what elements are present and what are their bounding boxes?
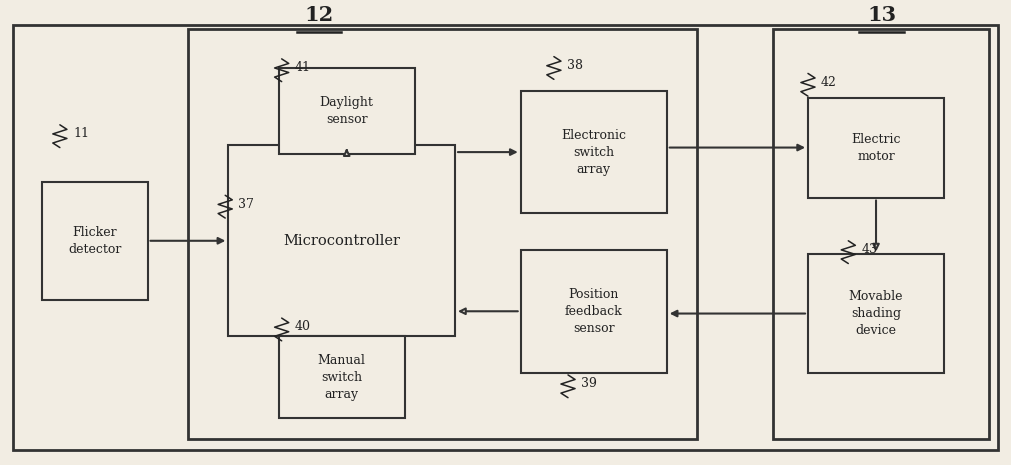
Text: Electric
motor: Electric motor [851,133,901,163]
Bar [772,29,990,438]
Text: 42: 42 [821,76,837,89]
Text: 38: 38 [567,59,583,72]
Text: 43: 43 [861,243,878,256]
Text: Position
feedback
sensor: Position feedback sensor [565,288,623,335]
Bar [808,98,944,198]
Bar [228,145,455,336]
Text: 40: 40 [295,320,310,333]
Text: Microcontroller: Microcontroller [283,234,400,248]
Text: 11: 11 [73,127,89,140]
Text: 39: 39 [581,377,596,390]
Text: Daylight
sensor: Daylight sensor [319,96,374,126]
Bar [279,68,415,154]
Text: 13: 13 [867,5,896,25]
Text: Flicker
detector: Flicker detector [68,226,121,256]
Text: 12: 12 [304,5,334,25]
Bar [808,254,944,372]
Bar [188,29,697,438]
Text: 37: 37 [239,198,254,211]
Bar [521,250,667,372]
Text: Manual
switch
array: Manual switch array [317,354,366,401]
Text: 41: 41 [295,61,310,74]
Text: Electronic
switch
array: Electronic switch array [561,129,626,176]
Bar [521,91,667,213]
Text: Movable
shading
device: Movable shading device [849,290,903,337]
Bar [41,182,148,300]
Bar [279,336,404,418]
